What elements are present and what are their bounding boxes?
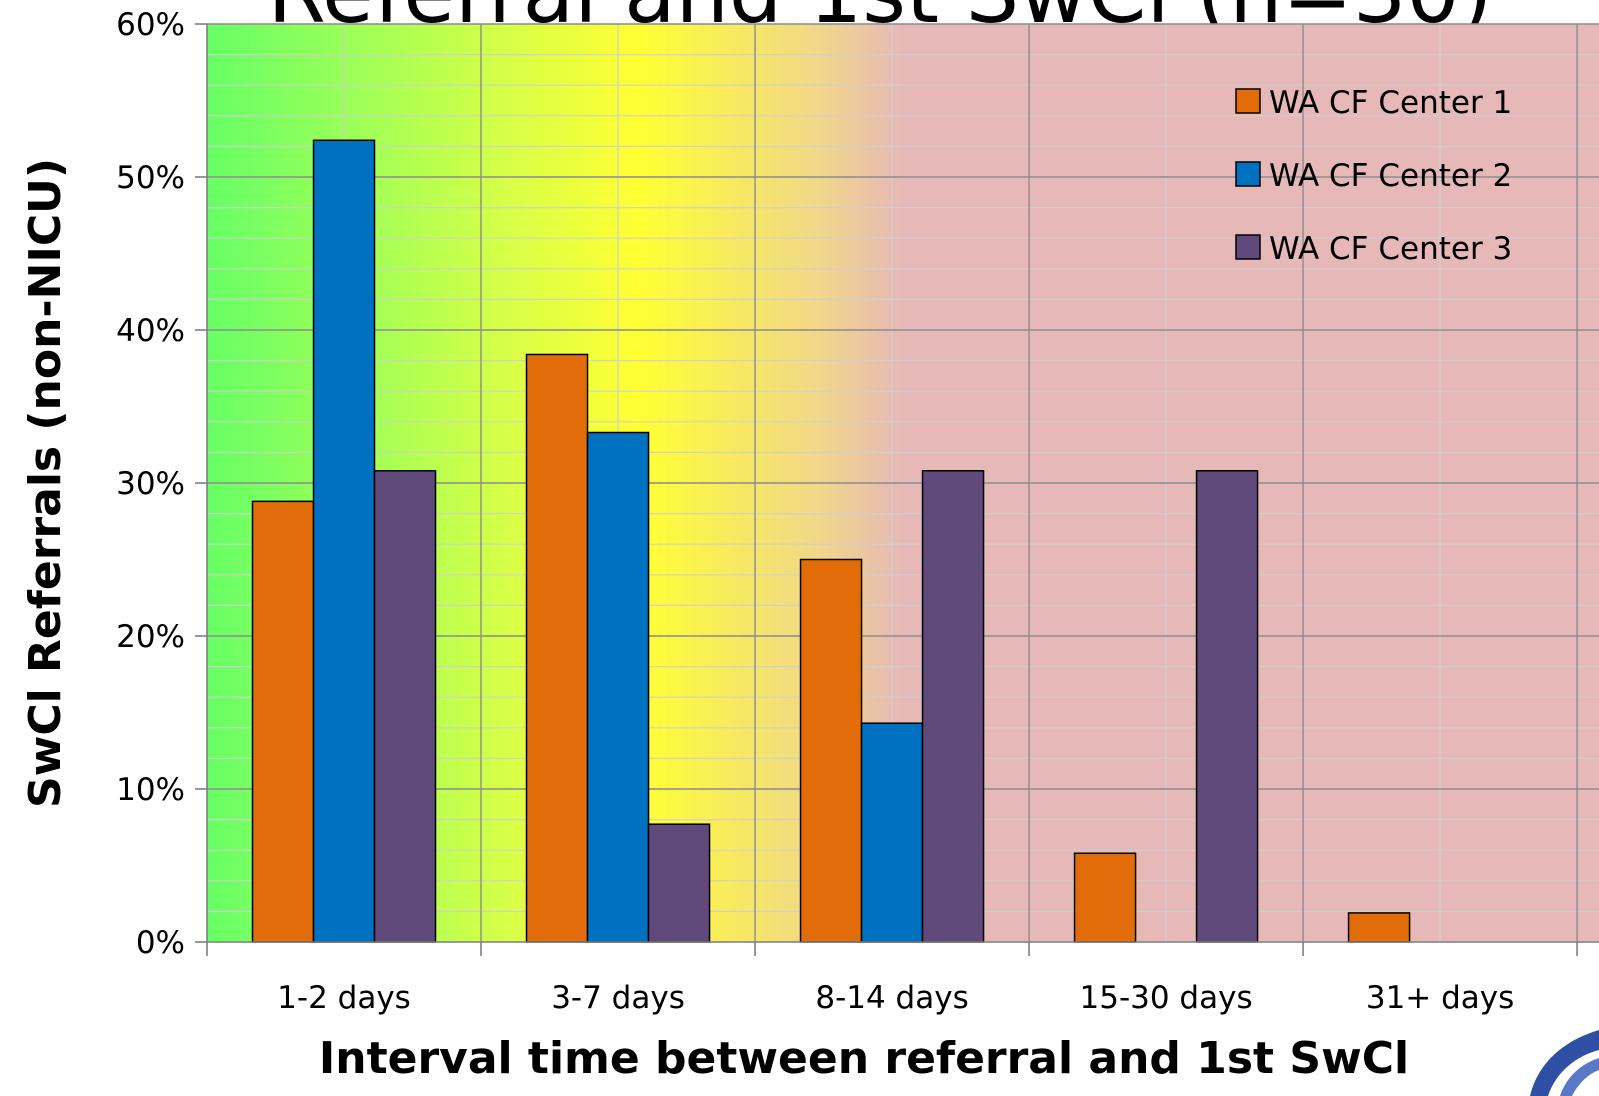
x-tick-label: 15-30 days	[1080, 980, 1253, 1016]
bar-2-2	[586, 431, 650, 943]
bar-1-2	[525, 353, 589, 943]
y-tick-label: 40%	[116, 313, 185, 349]
y-tick-label: 20%	[116, 619, 185, 655]
bar-3-2	[647, 823, 711, 943]
x-axis-title: Interval time between referral and 1st S…	[319, 1033, 1409, 1084]
bar-2-3	[860, 722, 924, 943]
x-tick-label: 31+ days	[1366, 980, 1514, 1016]
y-tick-label: 10%	[116, 772, 185, 808]
legend: WA CF Center 1 WA CF Center 2 WA CF Center…	[1235, 85, 1512, 267]
legend-label-3: WA CF Center 3	[1269, 231, 1512, 267]
bar-3-1	[373, 470, 437, 943]
y-tick-label: 60%	[116, 7, 185, 43]
y-tick-label: 30%	[116, 466, 185, 502]
x-tick-labels: 1-2 days 3-7 days 8-14 days 15-30 days 31+ d…	[277, 980, 1514, 1016]
y-tick-label: 50%	[116, 160, 185, 196]
bar-1-5	[1347, 912, 1411, 943]
legend-label-1: WA CF Center 1	[1269, 85, 1512, 121]
bar-1-3	[799, 558, 863, 943]
bar-3-3	[921, 470, 985, 943]
bar-3-4	[1195, 470, 1259, 943]
bar-1-1	[251, 500, 315, 943]
major-gridlines	[207, 23, 1599, 942]
axes	[195, 23, 1599, 956]
bar-1-4	[1073, 852, 1137, 943]
x-tick-label: 8-14 days	[815, 980, 968, 1016]
y-tick-label: 0%	[136, 925, 185, 961]
legend-swatch-3	[1235, 234, 1261, 260]
legend-label-2: WA CF Center 2	[1269, 158, 1512, 194]
legend-swatch-2	[1235, 161, 1261, 187]
x-tick-label: 1-2 days	[277, 980, 411, 1016]
y-axis-title: SwCl Referrals (non-NICU)	[20, 158, 71, 808]
y-tick-labels: 0% 10% 20% 30% 40% 50% 60%	[116, 7, 185, 961]
legend-swatch-1	[1235, 88, 1261, 114]
swirl-logo-icon	[1530, 1030, 1599, 1096]
x-tick-label: 3-7 days	[551, 980, 685, 1016]
bar-2-1	[312, 139, 376, 943]
